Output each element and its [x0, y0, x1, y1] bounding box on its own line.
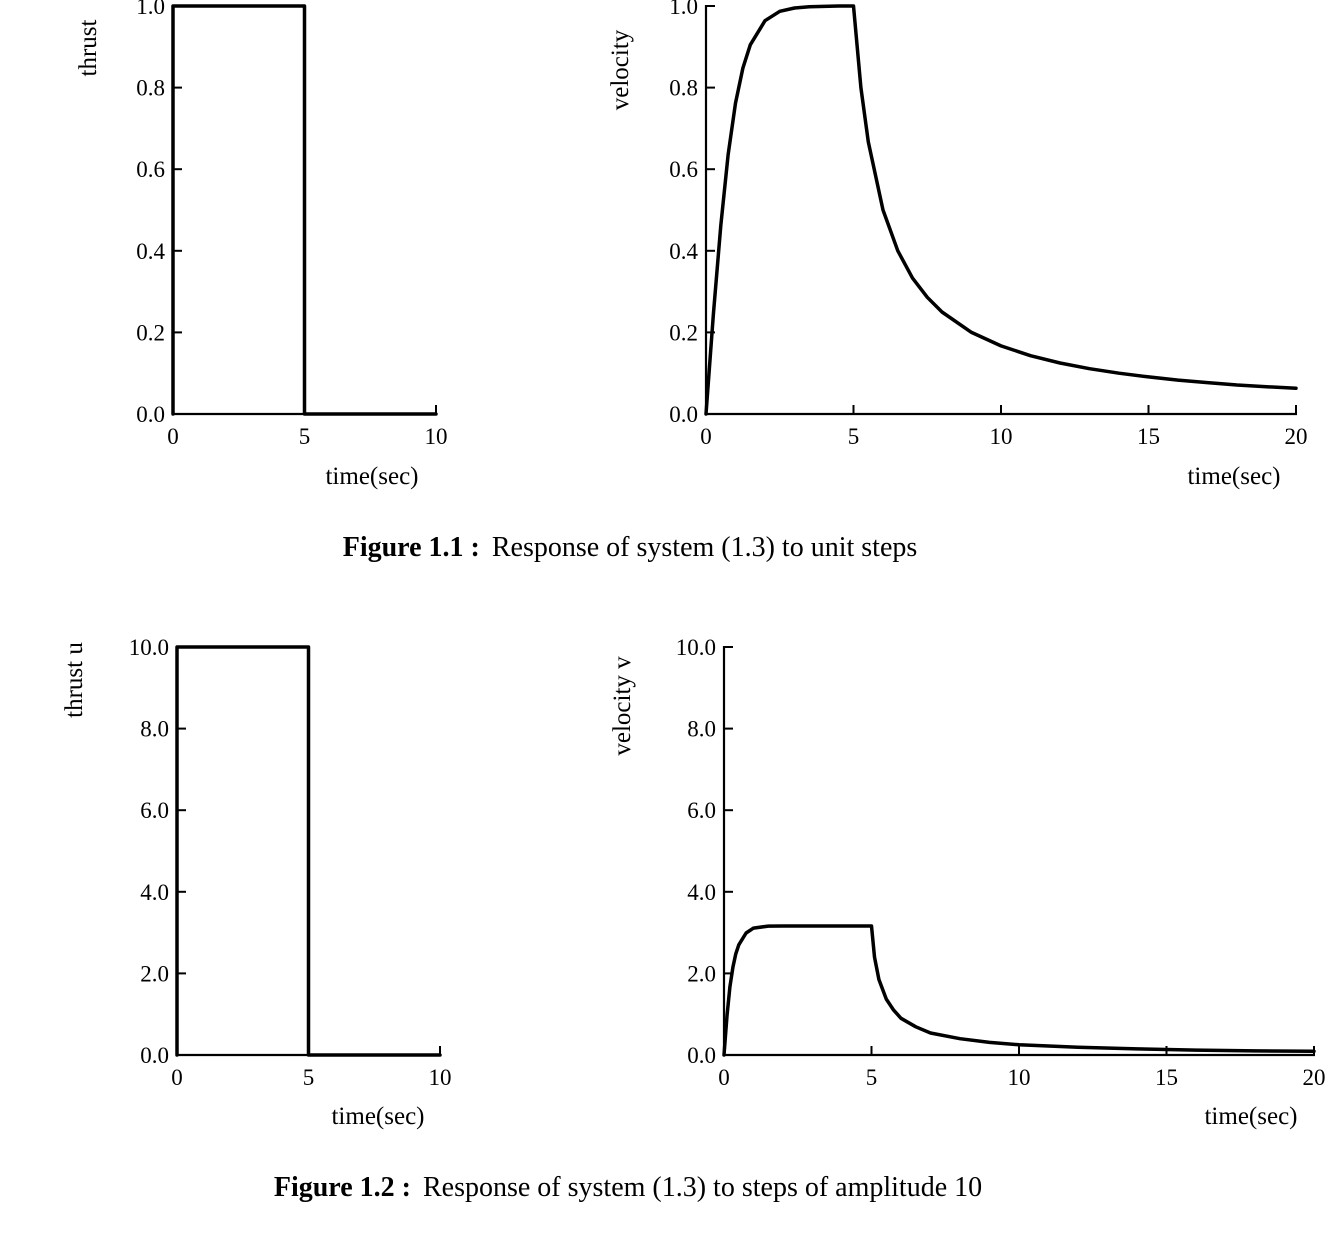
x-tick-label: 5	[866, 1065, 878, 1090]
x-tick-label: 20	[1303, 1065, 1326, 1090]
x-tick-label: 5	[303, 1065, 315, 1090]
y-tick-label: 10.0	[129, 635, 169, 660]
x-tick-label: 15	[1155, 1065, 1178, 1090]
y-tick-label: 4.0	[687, 880, 716, 905]
x-axis-title: time(sec)	[1187, 463, 1280, 490]
figure-1-1-caption: Figure 1.1 : Response of system (1.3) to…	[343, 532, 918, 563]
x-tick-label: 10	[425, 424, 448, 449]
y-tick-label: 1.0	[669, 0, 698, 19]
figure-1-2-caption: Figure 1.2 : Response of system (1.3) to…	[274, 1172, 982, 1203]
series-line	[704, 4, 1298, 416]
series-line	[171, 4, 438, 416]
x-tick-label: 10	[990, 424, 1013, 449]
y-tick-label: 0.4	[136, 239, 165, 264]
figure-1-1-text: Response of system (1.3) to unit steps	[492, 532, 917, 563]
series-line	[722, 924, 1316, 1057]
x-tick-label: 0	[718, 1065, 730, 1090]
chart-fig12-thrust: 0 5 10 0.0 2.0 4.0 6.0 8.0 10.0 time(sec) thrust u	[61, 635, 452, 1130]
x-tick-label: 5	[299, 424, 311, 449]
x-tick-label: 15	[1137, 424, 1160, 449]
figure-1-2-label: Figure 1.2 :	[274, 1172, 411, 1203]
y-tick-label: 10.0	[676, 635, 716, 660]
x-axis-title: time(sec)	[1204, 1103, 1297, 1130]
y-axis-title: velocity	[607, 29, 634, 110]
y-tick-label: 0.4	[669, 239, 698, 264]
x-tick-label: 0	[700, 424, 712, 449]
x-tick-label: 0	[171, 1065, 183, 1090]
series-line	[175, 645, 442, 1057]
y-tick-label: 6.0	[140, 798, 169, 823]
y-tick-label: 8.0	[687, 717, 716, 742]
y-tick-label: 0.6	[669, 157, 698, 182]
chart-fig12-velocity: 0 5 10 15 20 0.0 2.0 4.0 6.0 8.0 10.0 time(sec) velo…	[609, 635, 1326, 1130]
x-tick-label: 20	[1285, 424, 1308, 449]
y-tick-label: 1.0	[136, 0, 165, 19]
x-tick-label: 0	[167, 424, 179, 449]
y-tick-label: 0.0	[136, 402, 165, 427]
y-tick-label: 0.8	[669, 76, 698, 101]
x-tick-label: 10	[1008, 1065, 1031, 1090]
chart-fig11-velocity: 0 5 10 15 20 0.0 0.2 0.4 0.6 0.8 1.0 time(sec) veloc…	[607, 0, 1308, 490]
x-axis-title: time(sec)	[331, 1103, 424, 1130]
y-axis-title: velocity v	[609, 656, 636, 756]
y-tick-label: 0.6	[136, 157, 165, 182]
y-tick-label: 0.8	[136, 76, 165, 101]
y-tick-label: 2.0	[140, 961, 169, 986]
y-tick-label: 8.0	[140, 717, 169, 742]
y-tick-label: 4.0	[140, 880, 169, 905]
figure-1-1-label: Figure 1.1 :	[343, 532, 480, 563]
y-tick-label: 0.2	[136, 320, 165, 345]
chart-fig11-thrust: 0 5 10 0.0 0.2 0.4 0.6 0.8 1.0 time(sec) thrust	[75, 0, 448, 490]
figure-1-2-text: Response of system (1.3) to steps of amp…	[423, 1172, 982, 1203]
x-tick-label: 10	[429, 1065, 452, 1090]
y-axis-title: thrust u	[61, 642, 88, 718]
y-tick-label: 0.2	[669, 320, 698, 345]
y-axis-title: thrust	[75, 19, 102, 76]
y-tick-label: 0.0	[140, 1043, 169, 1068]
x-axis-title: time(sec)	[325, 463, 418, 490]
x-tick-label: 5	[848, 424, 860, 449]
y-tick-label: 2.0	[687, 961, 716, 986]
y-tick-label: 0.0	[669, 402, 698, 427]
y-tick-label: 6.0	[687, 798, 716, 823]
y-tick-label: 0.0	[687, 1043, 716, 1068]
